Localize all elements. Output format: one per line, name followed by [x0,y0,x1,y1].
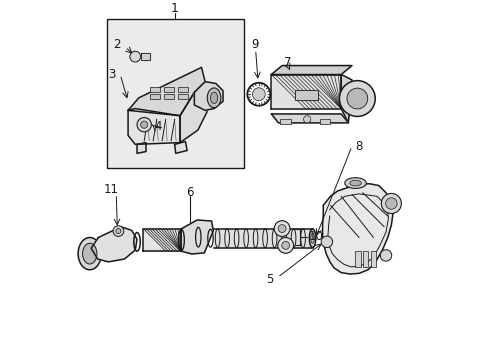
Bar [362,251,367,267]
Circle shape [137,117,151,132]
Polygon shape [271,114,347,123]
Circle shape [346,88,367,109]
Polygon shape [194,82,223,111]
Circle shape [385,198,396,209]
Text: 4: 4 [155,120,162,133]
Circle shape [252,88,264,101]
Text: 6: 6 [186,186,193,199]
Polygon shape [128,67,204,116]
Circle shape [116,229,121,234]
Polygon shape [180,82,208,143]
Polygon shape [322,184,392,274]
Ellipse shape [310,233,314,243]
Polygon shape [271,66,351,75]
Bar [149,94,159,99]
Circle shape [141,121,147,128]
Ellipse shape [349,180,361,186]
Text: 1: 1 [170,3,178,15]
Ellipse shape [207,88,221,108]
Text: 8: 8 [355,140,362,153]
Text: 11: 11 [103,183,119,195]
Bar [163,87,174,92]
Polygon shape [271,75,341,109]
Text: 2: 2 [113,38,121,51]
Polygon shape [91,227,137,262]
Bar [319,119,330,123]
Bar [149,87,159,92]
Ellipse shape [82,243,97,264]
Circle shape [303,116,310,123]
Ellipse shape [344,178,366,188]
Polygon shape [341,75,351,123]
Polygon shape [137,143,146,153]
Bar [280,119,290,123]
Bar [294,90,317,100]
Circle shape [321,236,332,248]
Bar [106,19,244,168]
Ellipse shape [210,92,217,104]
Text: 10: 10 [308,230,323,243]
Circle shape [339,81,374,116]
Polygon shape [181,220,213,254]
Ellipse shape [78,238,101,270]
Text: 5: 5 [266,273,273,286]
Circle shape [381,193,401,213]
Text: 7: 7 [283,56,291,69]
Circle shape [274,221,289,237]
Polygon shape [141,53,149,60]
Circle shape [278,225,285,233]
Circle shape [281,242,289,249]
Polygon shape [128,109,180,144]
Bar [370,251,376,267]
Bar [178,94,188,99]
Polygon shape [174,141,187,153]
Bar [178,87,188,92]
Circle shape [380,250,391,261]
Circle shape [113,226,123,237]
Circle shape [277,238,293,253]
Ellipse shape [309,229,315,248]
Polygon shape [143,229,181,251]
Polygon shape [214,229,312,248]
Text: 9: 9 [251,38,259,51]
Bar [354,251,360,267]
Bar [163,94,174,99]
Circle shape [130,51,141,62]
Text: 3: 3 [108,68,116,81]
